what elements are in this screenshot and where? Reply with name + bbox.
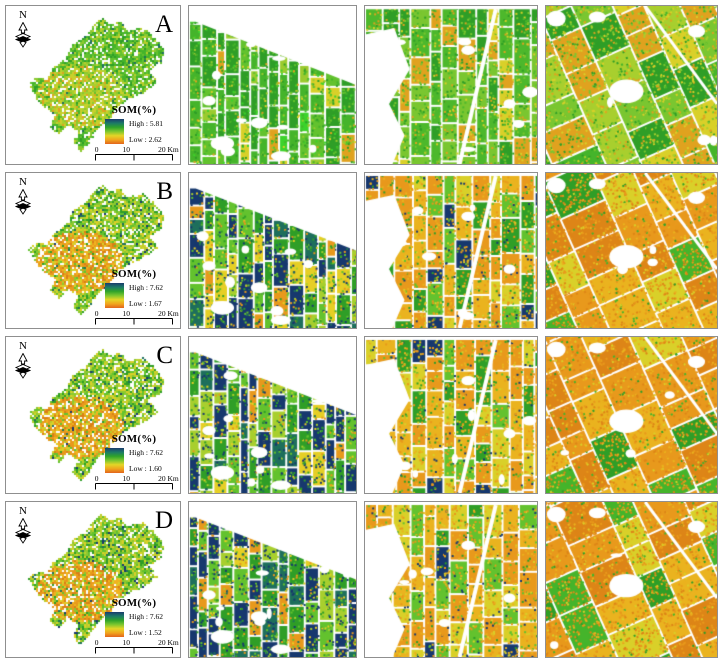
scale-tick-20km: 20 Km [158,308,179,318]
field-map-canvas-1 [189,6,356,164]
legend-high-value: High : 7.62 [129,612,163,621]
field-map-canvas-1 [189,173,356,328]
field-map-canvas-3 [546,502,717,657]
scale-bar: 0 10 20 Km [94,637,179,655]
scale-tick-20km: 20 Km [158,144,179,154]
scale-bar-line [94,483,173,490]
field-map-panel-1 [188,501,357,658]
field-map-canvas-3 [546,6,717,164]
legend-low-value: Low : 1.60 [129,464,162,473]
field-map-panel-3 [545,501,718,658]
regional-map-canvas [6,337,180,493]
scale-tick-0: 0 [94,473,99,483]
legend-high-value: High : 7.62 [129,448,163,457]
field-map-canvas-3 [546,173,717,328]
field-map-panel-1 [188,172,357,329]
som-legend-title: SOM(%) [111,433,157,445]
panel-letter: B [156,178,173,205]
panel-letter: A [154,11,173,38]
som-legend: SOM(%) High : 7.62 Low : 1.60 [93,433,175,473]
north-arrow: N [14,341,32,379]
scale-tick-0: 0 [94,144,99,154]
scale-tick-10: 10 [122,473,131,483]
scale-tick-0: 0 [94,637,99,647]
som-legend-title: SOM(%) [111,597,157,609]
field-map-panel-3 [545,5,718,165]
legend-color-ramp [105,612,125,637]
field-map-panel-2 [364,172,538,329]
north-arrow-icon [14,353,32,379]
scale-bar: 0 10 20 Km [94,308,179,326]
scale-tick-0: 0 [94,308,99,318]
som-legend: SOM(%) High : 7.62 Low : 1.52 [93,597,175,637]
field-map-panel-2 [364,5,538,165]
scale-bar-line [94,154,173,161]
legend-high-value: High : 5.81 [129,119,163,128]
field-map-canvas-2 [365,6,537,164]
scale-bar: 0 10 20 Km [94,144,179,162]
som-legend: SOM(%) High : 5.81 Low : 2.62 [93,104,175,144]
legend-color-ramp [105,283,125,308]
north-arrow-icon [14,518,32,544]
scale-tick-10: 10 [122,308,131,318]
panel-letter: C [156,342,173,369]
scale-tick-20km: 20 Km [158,637,179,647]
north-arrow: N [14,10,32,48]
north-arrow: N [14,177,32,215]
legend-high-value: High : 7.62 [129,283,163,292]
scale-bar: 0 10 20 Km [94,473,179,491]
field-map-panel-2 [364,336,538,494]
field-map-canvas-1 [189,502,356,657]
regional-map-panel: N C SOM(%) High : 7.62 Low : 1.60 0 [5,336,181,494]
north-arrow-icon [14,22,32,48]
north-arrow-icon [14,189,32,215]
scale-bar-line [94,647,173,654]
legend-low-value: Low : 2.62 [129,135,162,144]
north-arrow: N [14,506,32,544]
field-map-canvas-2 [365,502,537,657]
scale-bar-line [94,318,173,325]
panel-letter: D [154,507,173,534]
field-map-canvas-2 [365,173,537,328]
regional-map-canvas [6,173,180,328]
north-label: N [19,9,27,21]
som-legend-title: SOM(%) [111,104,157,116]
som-legend: SOM(%) High : 7.62 Low : 1.67 [93,268,175,308]
field-map-canvas-3 [546,337,717,493]
regional-map-canvas [6,502,180,657]
legend-low-value: Low : 1.67 [129,299,162,308]
som-legend-title: SOM(%) [111,268,157,280]
field-map-panel-2 [364,501,538,658]
north-label: N [19,340,27,352]
field-map-panel-3 [545,336,718,494]
regional-map-panel: N B SOM(%) High : 7.62 Low : 1.67 0 [5,172,181,329]
north-label: N [19,505,27,517]
north-label: N [19,176,27,188]
scale-tick-20km: 20 Km [158,473,179,483]
regional-map-panel: N A SOM(%) High : 5.81 Low : 2.62 0 [5,5,181,165]
field-map-panel-1 [188,5,357,165]
legend-color-ramp [105,448,125,473]
field-map-canvas-2 [365,337,537,493]
legend-low-value: Low : 1.52 [129,628,162,637]
regional-map-canvas [6,6,180,164]
legend-color-ramp [105,119,125,144]
field-map-panel-3 [545,172,718,329]
regional-map-panel: N D SOM(%) High : 7.62 Low : 1.52 0 [5,501,181,658]
scale-tick-10: 10 [122,637,131,647]
field-map-panel-1 [188,336,357,494]
scale-tick-10: 10 [122,144,131,154]
field-map-canvas-1 [189,337,356,493]
